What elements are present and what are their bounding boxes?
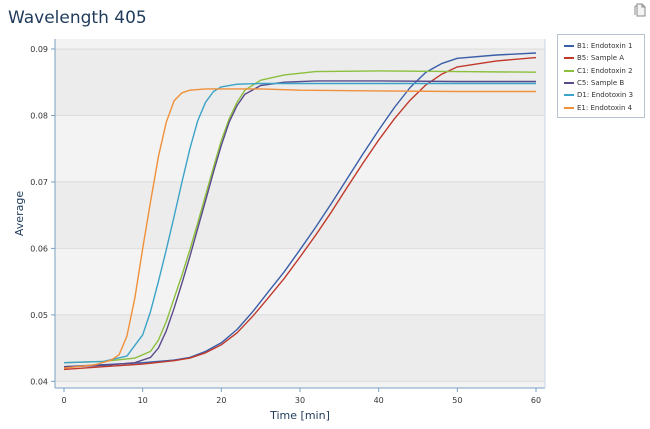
x-tick-label: 50 [452,396,462,405]
chart-legend: B1: Endotoxin 1 B5: Sample A C1: Endotoxin… [557,34,645,118]
legend-swatch [564,45,574,48]
legend-item: C5: Sample B [564,77,644,89]
copy-document-icon[interactable] [634,2,646,17]
x-tick-label: 60 [531,396,541,405]
legend-swatch [564,69,574,72]
y-tick-label: 0.05 [30,311,48,320]
series-line-3 [63,70,537,364]
legend-swatch [564,106,574,109]
grid-lines [55,48,545,382]
legend-label: C1: Endotoxin 2 [577,66,633,75]
legend-item: B5: Sample A [564,52,644,64]
legend-item: E1: Endotoxin 4 [564,101,644,113]
grid-band [55,314,545,382]
y-tick-label: 0.07 [30,178,48,187]
series-line-5 [63,82,536,364]
legend-label: B1: Endotoxin 1 [577,42,633,51]
y-tick-label: 0.09 [30,45,48,54]
legend-label: C5: Sample B [577,79,625,88]
y-tick-label: 0.06 [30,244,48,253]
y-tick-label: 0.08 [30,111,48,120]
y-tick-label: 0.04 [30,377,48,386]
chart-title: Wavelength 405 [8,8,147,28]
legend-item: B1: Endotoxin 1 [564,40,644,52]
tick-labels: 0 10 20 30 40 50 60 0.04 0.05 0.06 0.07 0.08 0.09 [30,45,541,405]
x-tick-label: 40 [374,396,384,405]
legend-swatch [564,94,574,97]
x-tick-label: 30 [295,396,305,405]
series-line-6 [63,88,536,369]
x-tick-label: 10 [138,396,148,405]
series-lines [63,52,537,371]
legend-label: D1: Endotoxin 3 [577,91,634,100]
legend-item: D1: Endotoxin 3 [564,89,644,101]
legend-label: B5: Sample A [577,54,625,63]
legend-swatch [564,57,574,60]
x-tick-label: 20 [216,396,226,405]
legend-item: C1: Endotoxin 2 [564,65,644,77]
y-axis-label: Average [13,191,26,236]
x-tick-label: 0 [61,396,66,405]
legend-label: E1: Endotoxin 4 [577,103,633,112]
grid-band [55,181,545,249]
x-axis-label: Time [min] [269,409,330,422]
legend-swatch [564,82,574,85]
series-line-4 [63,80,536,368]
axes [51,39,546,392]
